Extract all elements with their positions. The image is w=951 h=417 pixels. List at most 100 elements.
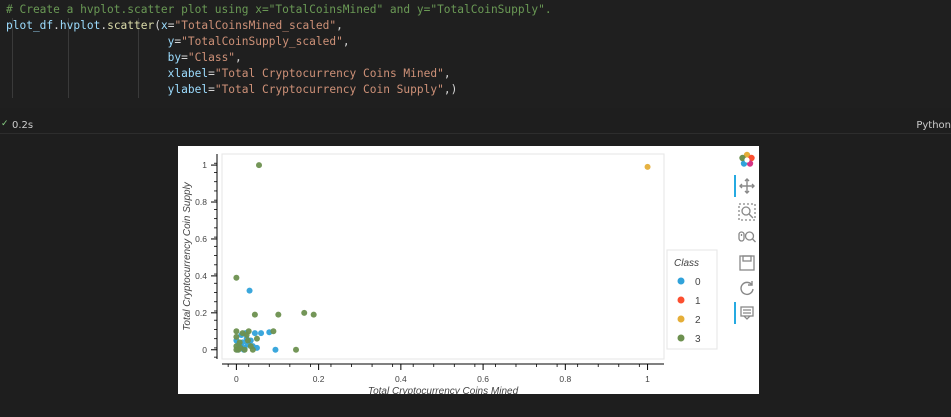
y-tick-label: 1	[202, 160, 207, 170]
plot-toolbar	[734, 150, 760, 330]
code-token: "TotalCoinsMined_scaled"	[174, 19, 337, 32]
y-tick-label: 0.6	[195, 234, 207, 244]
indent-guide	[12, 18, 13, 98]
x-tick-label: 1	[645, 374, 650, 384]
x-tick-label: 0.2	[313, 374, 325, 384]
execution-time: 0.2s	[12, 120, 34, 131]
data-point-class-3[interactable]	[256, 162, 263, 169]
success-check-icon: ✓	[1, 119, 9, 129]
code-token: # Create a hvplot.scatter plot using x="…	[6, 3, 552, 16]
kernel-language[interactable]: Python	[916, 120, 951, 131]
data-point-class-3[interactable]	[233, 274, 240, 281]
legend-label-class-2[interactable]: 2	[695, 315, 701, 326]
active-tool-indicator	[734, 175, 736, 197]
hover-icon[interactable]	[737, 303, 757, 323]
bokeh-logo-icon[interactable]	[737, 150, 757, 170]
code-line: xlabel="Total Cryptocurrency Coins Mined…	[6, 66, 451, 82]
y-axis-label: Total Cryptocurrency Coin Supply	[182, 181, 193, 331]
legend-marker-class-0	[677, 277, 685, 285]
y-tick-label: 0	[202, 345, 207, 355]
code-token: ylabel	[167, 83, 209, 96]
legend-marker-class-2	[677, 315, 685, 323]
code-token: =	[181, 51, 188, 64]
divider	[0, 133, 951, 134]
y-tick-label: 0.4	[195, 271, 207, 281]
reset-icon[interactable]	[737, 278, 757, 298]
code-token: ,)	[443, 83, 458, 96]
data-point-class-0[interactable]	[272, 346, 279, 353]
code-token	[6, 51, 168, 64]
code-token: plot_df	[6, 19, 54, 32]
indent-guide	[138, 18, 139, 98]
legend-label-class-0[interactable]: 0	[695, 277, 701, 288]
x-tick-label: 0.6	[477, 374, 489, 384]
code-token: ,	[336, 19, 343, 32]
legend-label-class-3[interactable]: 3	[695, 334, 701, 345]
indent-guide	[68, 18, 69, 98]
data-point-class-3[interactable]	[236, 339, 243, 346]
code-token	[6, 35, 168, 48]
code-line: by="Class",	[6, 50, 242, 66]
code-cell[interactable]: # Create a hvplot.scatter plot using x="…	[0, 0, 951, 108]
code-token: ,	[235, 51, 242, 64]
data-point-class-0[interactable]	[251, 330, 258, 337]
pan-icon[interactable]	[737, 176, 757, 196]
code-token: scatter	[107, 19, 155, 32]
code-token: xlabel	[167, 67, 209, 80]
legend-marker-class-3	[677, 334, 685, 342]
code-token: =	[208, 67, 215, 80]
cell-status-bar: ✓ 0.2s Python	[0, 113, 951, 135]
plot-area	[221, 153, 665, 360]
scatter-plot[interactable]: 0 0.2 0.4 0.6 0.8 1 0 0.2 0.4 0.6 0.8 1 Total Crypto…	[178, 146, 759, 394]
code-token: =	[167, 19, 175, 32]
code-token: =	[174, 35, 182, 48]
code-token	[6, 83, 168, 96]
code-token: "TotalCoinSupply_scaled"	[181, 35, 343, 48]
box-zoom-icon[interactable]	[737, 202, 757, 222]
y-tick-label: 0.8	[195, 197, 207, 207]
data-point-class-0[interactable]	[258, 330, 265, 337]
code-token: "Total Cryptocurrency Coins Mined"	[214, 67, 444, 80]
code-token: hvplot	[59, 19, 101, 32]
x-axis-label: Total Cryptocurrency Coins Mined	[368, 386, 519, 394]
data-point-class-3[interactable]	[244, 337, 251, 344]
data-point-class-3[interactable]	[270, 328, 277, 335]
save-icon[interactable]	[737, 253, 757, 273]
data-point-class-3[interactable]	[241, 346, 248, 353]
code-token: ,	[342, 35, 350, 48]
code-token: x	[160, 19, 168, 32]
data-point-class-3[interactable]	[245, 328, 252, 335]
legend-marker-class-1	[677, 296, 685, 304]
data-point-class-3[interactable]	[249, 346, 256, 353]
code-token	[6, 67, 168, 80]
code-token: =	[208, 83, 215, 96]
data-point-class-3[interactable]	[310, 311, 317, 318]
code-token: by	[167, 51, 182, 64]
data-point-class-0[interactable]	[246, 287, 253, 294]
active-tool-indicator	[734, 302, 736, 324]
data-point-class-2[interactable]	[644, 163, 651, 170]
code-token: y	[167, 35, 175, 48]
x-tick-label: 0	[234, 374, 239, 384]
code-token: "Class"	[187, 51, 236, 64]
wheel-zoom-icon[interactable]	[737, 227, 757, 247]
plot-output: 0 0.2 0.4 0.6 0.8 1 0 0.2 0.4 0.6 0.8 1 Total Crypto…	[178, 146, 759, 394]
data-point-class-3[interactable]	[233, 333, 240, 340]
data-point-class-3[interactable]	[233, 328, 240, 335]
data-point-class-3[interactable]	[293, 346, 300, 353]
legend-title: Class	[674, 258, 699, 269]
code-line: plot_df.hvplot.scatter(x="TotalCoinsMine…	[6, 18, 343, 34]
x-tick-label: 0.4	[395, 374, 407, 384]
y-tick-label: 0.2	[195, 308, 207, 318]
code-token: "Total Cryptocurrency Coin Supply"	[214, 83, 444, 96]
code-token: .	[53, 19, 60, 32]
data-point-class-3[interactable]	[275, 311, 282, 318]
code-token: (	[154, 19, 161, 32]
data-point-class-3[interactable]	[301, 309, 308, 316]
data-point-class-3[interactable]	[251, 311, 258, 318]
code-line: ylabel="Total Cryptocurrency Coin Supply…	[6, 82, 458, 98]
x-tick-label: 0.8	[559, 374, 571, 384]
legend-label-class-1[interactable]: 1	[695, 296, 701, 307]
code-token: ,	[443, 67, 451, 80]
data-point-class-3[interactable]	[253, 335, 260, 342]
